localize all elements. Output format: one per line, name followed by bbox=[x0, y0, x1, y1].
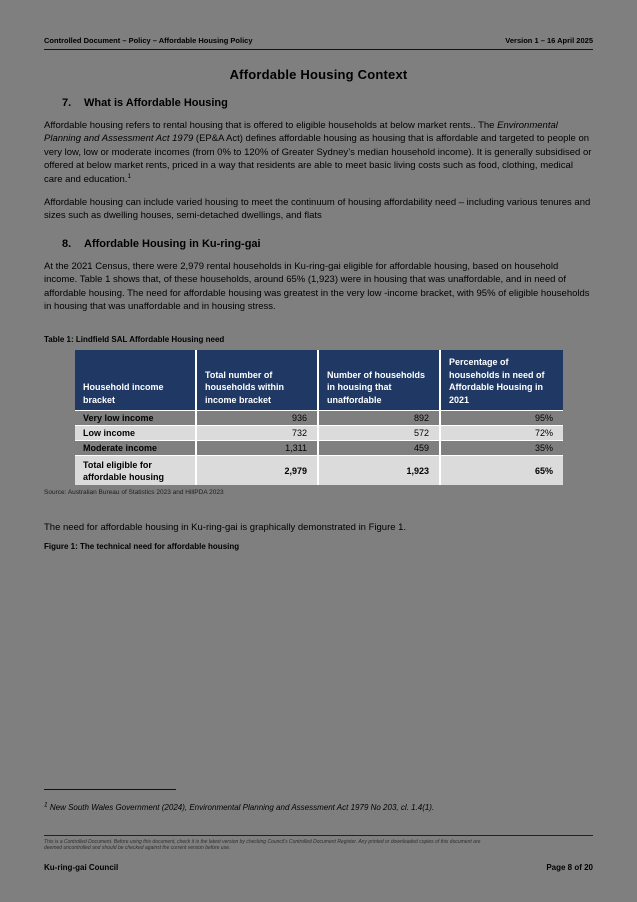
row-total-value: 1,311 bbox=[197, 440, 319, 456]
table-row: Moderate income 1,311 459 35% bbox=[75, 440, 563, 456]
row-label: Very low income bbox=[75, 410, 197, 426]
section-7-heading-text: What is Affordable Housing bbox=[84, 97, 228, 109]
column-header-total-households: Total number of households within income… bbox=[197, 350, 319, 411]
header-version-text: Version 1 – 16 April 2025 bbox=[505, 36, 593, 45]
row-percentage-value: 72% bbox=[441, 425, 563, 441]
para1-text-b: (EP&A Act) defines affordable housing as… bbox=[44, 133, 592, 185]
table-1: Household income bracket Total number of… bbox=[75, 350, 563, 486]
table-row: Low income 732 572 72% bbox=[75, 425, 563, 441]
column-header-income-bracket: Household income bracket bbox=[75, 350, 197, 411]
footnote-citation: New South Wales Government (2024), Envir… bbox=[47, 803, 435, 812]
table-total-row: Total eligible for affordable housing 2,… bbox=[75, 455, 563, 486]
para1-act-title: Environmental Planning and Assessment Ac… bbox=[44, 120, 558, 145]
row-unaffordable-value: 1,923 bbox=[319, 455, 441, 486]
disclaimer-line-1: This is a Controlled Document. Before us… bbox=[44, 839, 481, 845]
affordable-housing-table: Household income bracket Total number of… bbox=[75, 350, 563, 486]
section-7-number: 7. bbox=[62, 97, 72, 109]
section-8-number: 8. bbox=[62, 237, 72, 250]
row-total-value: 732 bbox=[197, 425, 319, 441]
table-header-row: Household income bracket Total number of… bbox=[75, 350, 563, 411]
footnote-reference-marker: 1 bbox=[127, 172, 132, 180]
row-label: Moderate income bbox=[75, 440, 197, 456]
footer-disclaimer: This is a Controlled Document. Before us… bbox=[44, 839, 593, 851]
footer-text-row: Ku-ring-gai Council Page 8 of 20 bbox=[44, 863, 593, 872]
document-footer: This is a Controlled Document. Before us… bbox=[44, 835, 593, 872]
row-unaffordable-value: 572 bbox=[319, 425, 441, 441]
row-total-value: 936 bbox=[197, 410, 319, 426]
section-7-paragraph-2: Affordable housing can include varied ho… bbox=[44, 197, 591, 222]
figure-intro-text: The need for affordable housing in Ku-ri… bbox=[44, 522, 407, 534]
row-percentage-value: 35% bbox=[441, 440, 563, 455]
section-7-heading: 7. What is Affordable Housing bbox=[44, 97, 593, 109]
disclaimer-line-2: deemed uncontrolled and should be checke… bbox=[44, 845, 231, 851]
header-rule bbox=[44, 49, 593, 50]
section-8-heading-text: Affordable Housing in Ku-ring-gai bbox=[84, 237, 261, 250]
column-header-unaffordable: Number of households in housing that una… bbox=[319, 350, 441, 411]
figure-caption: Figure 1: The technical need for afforda… bbox=[44, 542, 240, 552]
row-percentage-value: 95% bbox=[441, 410, 563, 425]
footer-page-number: Page 8 of 20 bbox=[546, 863, 593, 872]
footer-council-name: Ku-ring-gai Council bbox=[44, 863, 119, 872]
row-label: Low income bbox=[75, 425, 197, 441]
header-left-text: Controlled Document – Policy – Affordabl… bbox=[44, 36, 253, 45]
document-header: Controlled Document – Policy – Affordabl… bbox=[44, 36, 593, 45]
row-label: Total eligible for affordable housing bbox=[75, 455, 197, 486]
page-title: Affordable Housing Context bbox=[229, 67, 408, 82]
section-7-paragraph-1: Affordable housing refers to rental hous… bbox=[44, 119, 593, 186]
row-unaffordable-value: 459 bbox=[319, 440, 441, 456]
row-percentage-value: 65% bbox=[441, 455, 563, 486]
footnote-block: 1 New South Wales Government (2024), Env… bbox=[44, 789, 593, 813]
footnote-text: 1 New South Wales Government (2024), Env… bbox=[44, 802, 593, 813]
para1-text-a: Affordable housing refers to rental hous… bbox=[44, 120, 498, 131]
section-8-paragraph-1: At the 2021 Census, there were 2,979 ren… bbox=[44, 260, 590, 313]
table-caption: Table 1: Lindfield SAL Affordable Housin… bbox=[44, 335, 225, 345]
footnote-number: 1 bbox=[44, 801, 48, 809]
footer-rule bbox=[44, 835, 593, 836]
column-header-percentage: Percentage of households in need of Affo… bbox=[441, 350, 563, 411]
table-row: Very low income 936 892 95% bbox=[75, 410, 563, 426]
row-unaffordable-value: 892 bbox=[319, 410, 441, 426]
section-8-heading: 8. Affordable Housing in Ku-ring-gai bbox=[44, 238, 593, 250]
table-source-note: Source: Australian Bureau of Statistics … bbox=[44, 489, 224, 497]
footnote-separator-rule bbox=[44, 789, 176, 790]
row-total-value: 2,979 bbox=[197, 455, 319, 486]
